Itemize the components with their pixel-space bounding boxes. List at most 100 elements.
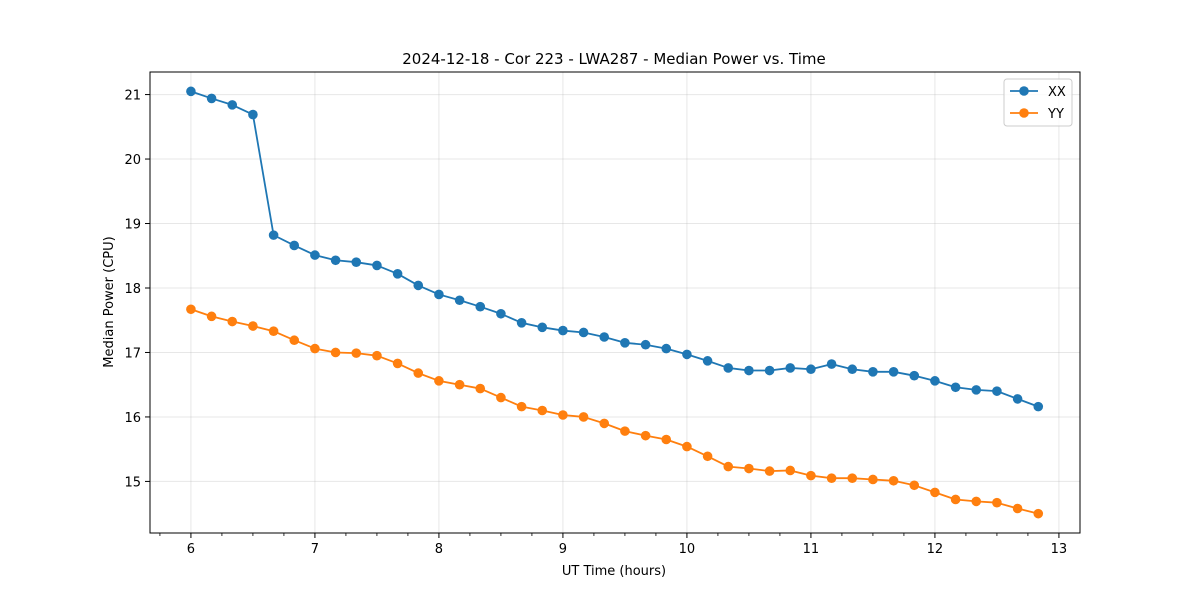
x-tick-label: 13: [1051, 542, 1068, 557]
data-point-yy: [578, 412, 589, 422]
y-axis: 15 16 17 18 19 20 21: [124, 89, 150, 490]
data-point-xx: [888, 367, 899, 377]
data-point-xx: [682, 349, 692, 360]
data-point-xx: [744, 365, 754, 376]
plot-frame: [149, 71, 1081, 534]
data-point-yy: [558, 410, 568, 420]
data-point-xx: [909, 370, 920, 381]
data-point-yy: [868, 474, 878, 485]
data-point-yy: [702, 451, 713, 462]
x-tick-label: 12: [927, 542, 944, 557]
data-point-xx: [661, 343, 672, 354]
data-point-xx: [186, 86, 196, 97]
data-point-yy: [971, 496, 982, 507]
data-point-yy: [496, 392, 506, 403]
x-tick-label: 7: [311, 542, 319, 557]
data-point-yy: [682, 441, 692, 452]
data-point-xx: [723, 363, 734, 373]
data-point-xx: [702, 356, 713, 366]
data-point-yy: [186, 304, 196, 315]
data-point-xx: [971, 385, 982, 395]
data-point-xx: [351, 257, 362, 268]
data-point-xx: [516, 318, 527, 328]
y-tick-label: 16: [124, 411, 141, 426]
data-point-yy: [310, 343, 320, 354]
legend-marker-yy: [1019, 108, 1029, 118]
data-point-xx: [372, 260, 382, 271]
data-point-yy: [1012, 503, 1023, 514]
data-point-yy: [847, 473, 858, 483]
data-point-xx: [1012, 394, 1023, 404]
data-point-xx: [930, 376, 940, 386]
data-point-yy: [806, 470, 816, 481]
data-point-yy: [640, 430, 651, 441]
data-point-yy: [620, 426, 630, 436]
y-axis-label: Median Power (CPU): [102, 236, 117, 367]
data-point-yy: [744, 463, 754, 474]
data-point-yy: [413, 368, 424, 378]
legend-label-yy: YY: [1047, 107, 1064, 122]
data-point-yy: [785, 465, 796, 476]
data-point-xx: [785, 363, 796, 373]
x-tick-label: 6: [187, 542, 195, 557]
data-point-xx: [558, 325, 568, 336]
data-point-yy: [454, 379, 465, 390]
y-tick-label: 20: [124, 153, 141, 168]
data-point-xx: [806, 364, 816, 375]
y-tick-label: 19: [124, 218, 141, 233]
data-point-yy: [248, 321, 258, 331]
y-tick-label: 18: [124, 282, 141, 297]
data-point-xx: [764, 365, 775, 376]
data-point-yy: [992, 497, 1002, 508]
data-point-yy: [599, 418, 610, 429]
data-point-xx: [992, 386, 1002, 396]
data-point-yy: [909, 480, 920, 491]
data-point-yy: [268, 326, 279, 336]
data-point-xx: [392, 269, 403, 279]
data-point-yy: [206, 311, 217, 322]
data-point-yy: [434, 376, 444, 386]
chart-title: 2024-12-18 - Cor 223 - LWA287 - Median P…: [402, 50, 826, 68]
data-point-yy: [289, 335, 300, 346]
data-point-yy: [950, 494, 961, 505]
data-point-yy: [475, 383, 486, 394]
data-point-xx: [227, 100, 238, 110]
data-point-yy: [392, 358, 403, 369]
grid-lines: [150, 72, 1080, 533]
data-point-yy: [764, 466, 775, 476]
data-point-xx: [640, 339, 651, 350]
y-tick-label: 21: [124, 89, 141, 104]
data-point-yy: [888, 475, 899, 486]
data-point-xx: [310, 250, 320, 260]
legend-marker-xx: [1019, 86, 1029, 96]
data-point-xx: [289, 240, 300, 251]
legend: XX YY: [1003, 78, 1073, 127]
y-tick-label: 15: [124, 475, 141, 490]
data-point-yy: [930, 487, 940, 498]
data-point-xx: [950, 382, 961, 393]
data-point-xx: [826, 359, 837, 369]
data-point-xx: [413, 280, 424, 291]
data-point-xx: [537, 322, 548, 333]
x-axis: 6 7 8 9 10 11 12 13: [159, 533, 1068, 557]
data-point-xx: [330, 255, 341, 266]
y-tick-label: 17: [124, 346, 141, 361]
data-point-xx: [475, 301, 486, 312]
data-point-yy: [351, 348, 362, 358]
data-point-xx: [454, 295, 465, 306]
data-point-yy: [516, 401, 527, 412]
data-point-yy: [661, 434, 672, 445]
data-point-xx: [847, 364, 858, 375]
series-layer: [186, 86, 1044, 519]
data-point-yy: [330, 347, 341, 358]
data-point-yy: [227, 316, 238, 327]
legend-label-xx: XX: [1048, 85, 1066, 100]
data-point-xx: [206, 93, 217, 104]
data-point-yy: [372, 350, 382, 361]
data-point-yy: [723, 461, 734, 472]
x-tick-label: 11: [803, 542, 820, 557]
data-point-xx: [496, 308, 506, 319]
x-tick-label: 9: [559, 542, 567, 557]
x-axis-label: UT Time (hours): [562, 564, 666, 579]
data-point-xx: [599, 332, 610, 342]
